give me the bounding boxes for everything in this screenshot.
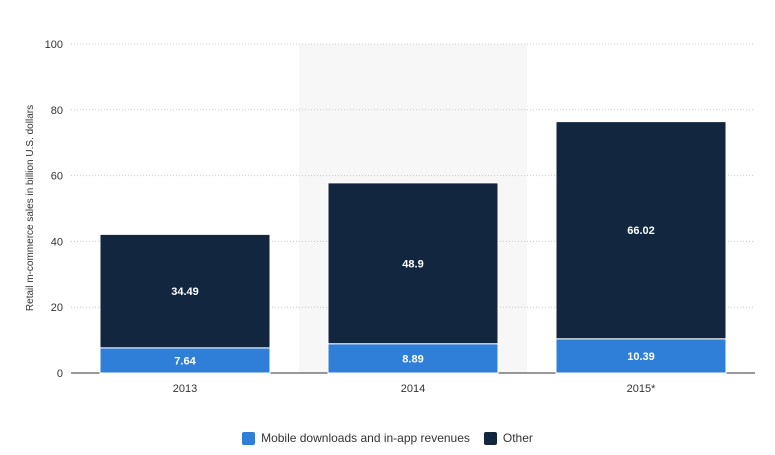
y-tick-label-80: 80 [51, 105, 63, 117]
data-label-other-2: 66.02 [627, 225, 655, 237]
y-tick-label-40: 40 [51, 236, 63, 248]
y-tick-label-0: 0 [57, 368, 63, 380]
legend-swatch-other [483, 431, 497, 445]
y-tick-label-60: 60 [51, 171, 63, 183]
data-label-mobile-downloads-0: 7.64 [174, 355, 196, 367]
bar-other-1[interactable] [327, 182, 499, 345]
legend-label-other: Other [502, 431, 533, 445]
legend-item-other[interactable]: Other [483, 431, 533, 445]
chart-plot: 0 20 40 60 80 100 7.64 34.49 2013 8.89 48.9 2014 10.… [25, 39, 755, 395]
data-label-other-1: 48.9 [402, 258, 423, 270]
bar-mobile-downloads-2[interactable] [555, 338, 727, 374]
data-label-other-0: 34.49 [171, 286, 199, 298]
x-tick-label-1: 2014 [401, 383, 425, 395]
legend-item-mobile-downloads[interactable]: Mobile downloads and in-app revenues [242, 431, 470, 445]
data-label-mobile-downloads-1: 8.89 [402, 353, 423, 365]
y-tick-label-100: 100 [45, 39, 63, 51]
x-tick-label-2: 2015* [627, 383, 656, 395]
legend: Mobile downloads and in-app revenues Oth… [0, 431, 775, 445]
bar-other-0[interactable] [99, 233, 271, 349]
bar-other-2[interactable] [555, 121, 727, 340]
legend-label-mobile-downloads: Mobile downloads and in-app revenues [261, 431, 470, 445]
y-axis-title: Retail m-commerce sales in billion U.S. … [25, 105, 36, 311]
y-tick-label-20: 20 [51, 302, 63, 314]
data-label-mobile-downloads-2: 10.39 [627, 351, 655, 363]
x-tick-label-0: 2013 [173, 383, 197, 395]
legend-swatch-mobile-downloads [242, 431, 256, 445]
